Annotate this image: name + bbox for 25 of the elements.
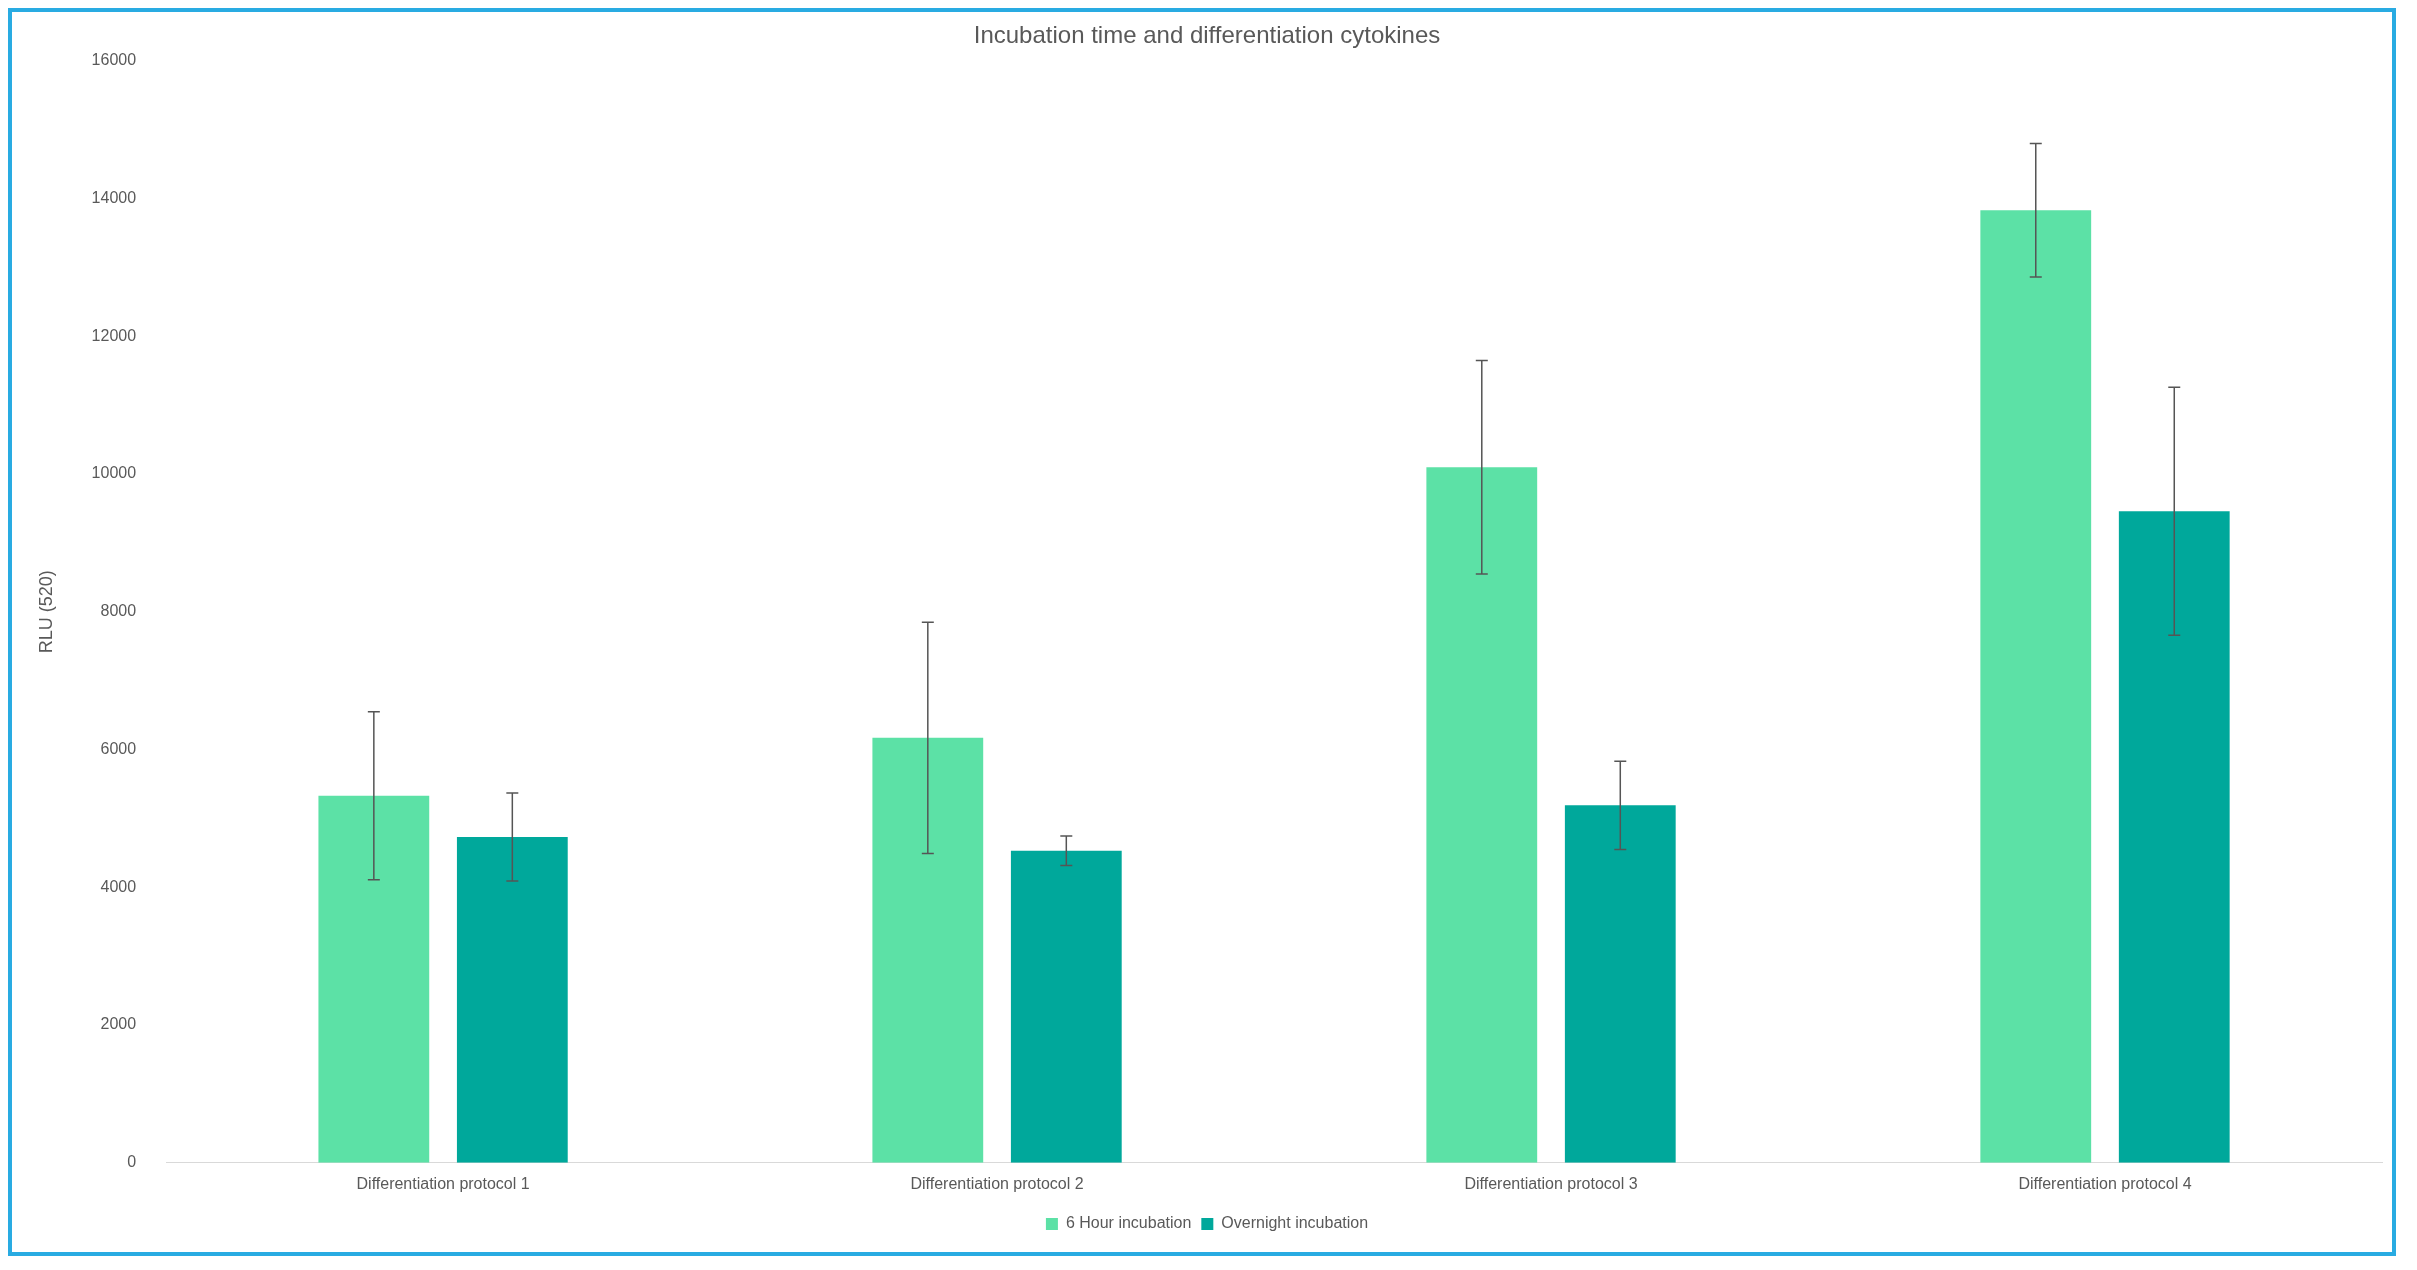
y-tick-label: 10000 <box>91 464 137 482</box>
x-tick-label: Differentiation protocol 4 <box>2018 1174 2192 1192</box>
y-tick-label: 12000 <box>91 326 137 344</box>
bar <box>1980 210 2092 1163</box>
y-tick-label: 6000 <box>100 739 137 757</box>
bar <box>2118 511 2230 1163</box>
bar <box>456 837 568 1163</box>
x-tick-label: Differentiation protocol 3 <box>1464 1174 1638 1192</box>
bar <box>872 737 984 1163</box>
x-tick-label: Differentiation protocol 2 <box>910 1174 1084 1192</box>
y-axis-title: RLU (520) <box>35 570 56 654</box>
bar <box>318 795 430 1163</box>
chart-title: Incubation time and differentiation cytokines <box>973 21 1441 49</box>
y-tick-label: 4000 <box>100 877 137 895</box>
bar <box>1010 850 1122 1163</box>
bar <box>1564 805 1676 1163</box>
y-tick-label: 14000 <box>91 188 137 206</box>
y-tick-label: 16000 <box>91 51 137 69</box>
x-tick-label: Differentiation protocol 1 <box>356 1174 530 1192</box>
legend-label: 6 Hour incubation <box>1065 1214 1192 1232</box>
y-tick-label: 8000 <box>100 602 137 620</box>
legend-label: Overnight incubation <box>1221 1214 1369 1232</box>
y-tick-label: 0 <box>127 1153 137 1171</box>
y-tick-label: 2000 <box>100 1015 137 1033</box>
bar <box>1426 467 1538 1163</box>
